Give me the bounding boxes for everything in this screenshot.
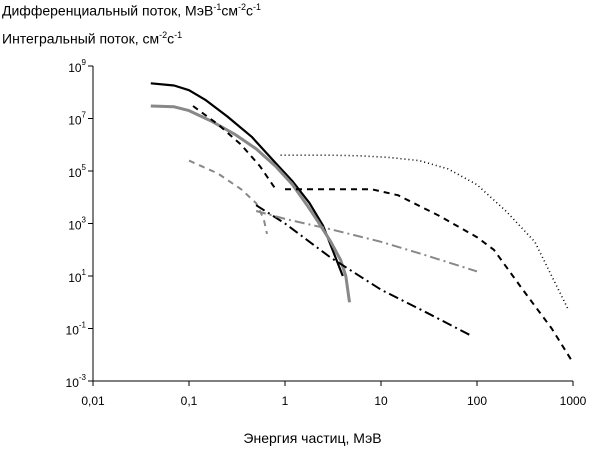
series-line-2 (150, 104, 351, 303)
y-tick-exponent: -3 (79, 373, 87, 382)
x-tick-label: 0,01 (81, 394, 105, 408)
y-axis-label-part: -1 (252, 2, 261, 12)
y-tick-base: 10 (68, 114, 82, 128)
x-axis-label: Энергия частиц, МэВ (243, 430, 382, 446)
series-line-1 (150, 82, 344, 277)
y-tick-label: 107 (68, 111, 86, 128)
y-tick-exponent: -1 (79, 321, 87, 330)
y-axis-label-part: Интегральный поток, см (2, 30, 160, 47)
y-axis-label-differential: Дифференциальный поток, МэВ-1см-2с-1 (2, 2, 261, 19)
y-tick-label: 101 (68, 268, 86, 285)
series-line-8 (255, 210, 478, 273)
y-axis-label-part: -1 (174, 30, 183, 40)
x-tick-label: 1000 (560, 394, 587, 408)
x-tick-label: 0,1 (181, 394, 198, 408)
y-tick-base: 10 (68, 61, 82, 75)
y-tick-base: 10 (66, 324, 80, 338)
y-tick-exponent: 1 (82, 268, 87, 277)
x-tick-label: 1 (282, 394, 289, 408)
y-axis-label-part: -2 (159, 30, 168, 40)
y-axis-label-part: -2 (237, 2, 246, 12)
y-tick-label: 103 (68, 216, 86, 233)
y-tick-base: 10 (68, 271, 82, 285)
y-tick-exponent: 9 (82, 58, 87, 67)
series-line-7 (255, 204, 474, 338)
y-tick-label: 105 (68, 163, 86, 180)
y-tick-label: 10-3 (66, 373, 87, 390)
y-axis-label-part: с (245, 2, 253, 19)
x-tick-label: 10 (374, 394, 388, 408)
y-tick-label: 10-1 (66, 321, 87, 338)
y-tick-base: 10 (66, 376, 80, 390)
y-tick-exponent: 5 (82, 163, 87, 172)
y-axis-label-integral: Интегральный поток, см-2с-1 (2, 30, 182, 47)
x-tick-label: 100 (467, 394, 487, 408)
series-line-4 (188, 159, 268, 235)
y-axis-label-part: Дифференциальный поток, МэВ (2, 2, 214, 19)
y-tick-label: 109 (68, 58, 86, 75)
y-tick-base: 10 (68, 166, 82, 180)
y-axis-label-part: -1 (213, 2, 222, 12)
series-line-5 (280, 154, 570, 311)
y-axis-label-part: с (167, 30, 175, 47)
series-line-6 (285, 188, 574, 364)
y-tick-exponent: 3 (82, 216, 87, 225)
y-tick-base: 10 (68, 219, 82, 233)
y-axis-label-part: см (221, 2, 238, 19)
y-tick-exponent: 7 (82, 111, 87, 120)
series-line-3 (192, 105, 277, 190)
